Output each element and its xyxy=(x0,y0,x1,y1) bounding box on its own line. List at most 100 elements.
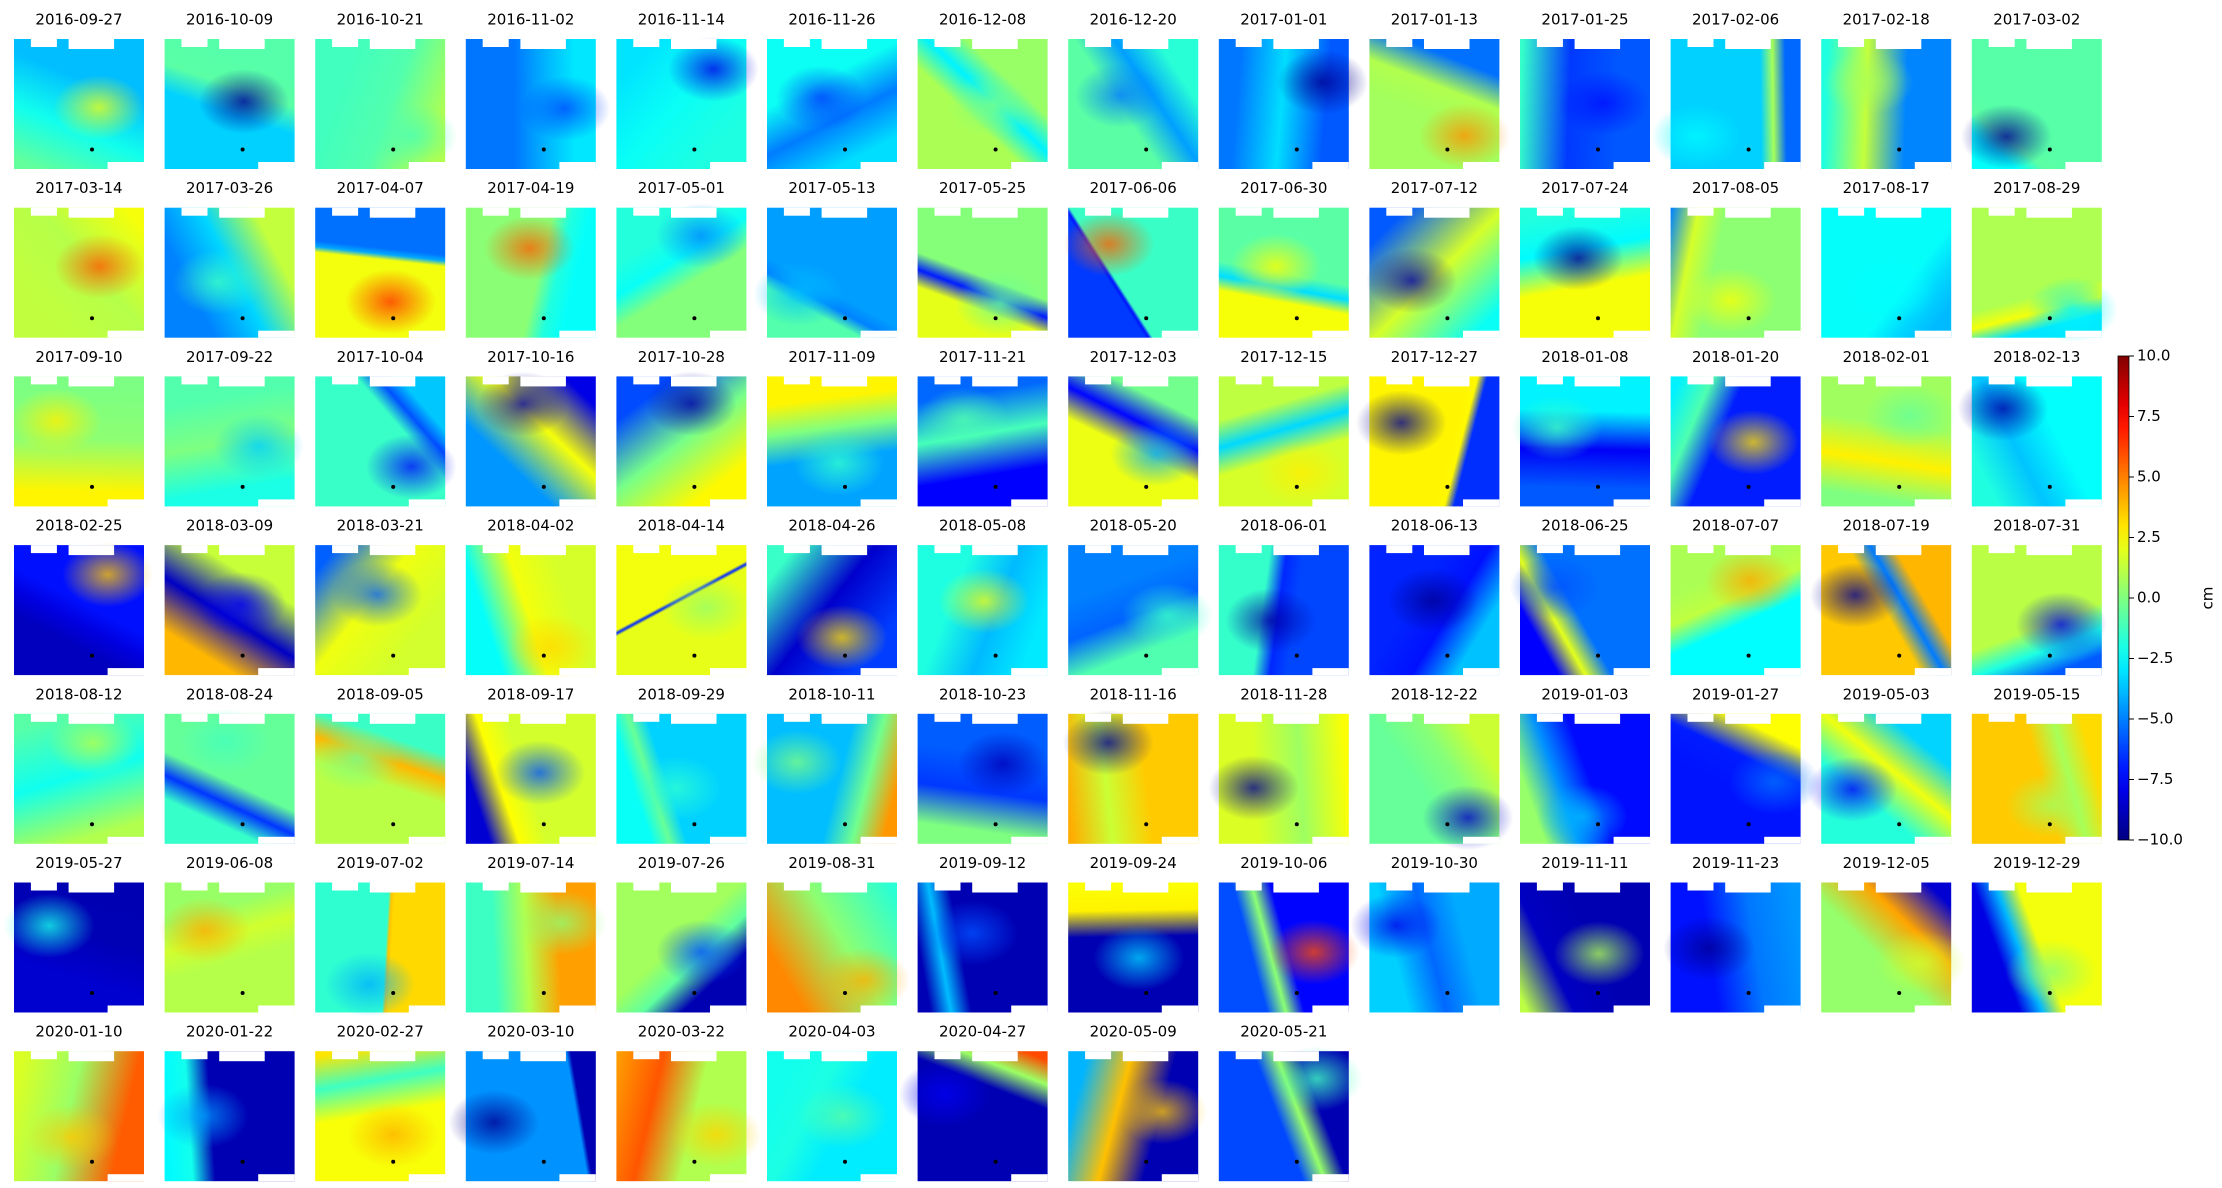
panel-title: 2018-09-05 xyxy=(337,685,424,703)
panel-title: 2017-08-29 xyxy=(1993,179,2080,197)
no-data-area xyxy=(2065,162,2102,169)
no-data-area xyxy=(1613,1005,1650,1013)
reference-point xyxy=(1746,822,1751,827)
map-blob xyxy=(54,233,146,299)
no-data-area xyxy=(934,545,961,554)
map-blob xyxy=(1110,421,1202,487)
map-blob xyxy=(159,897,251,963)
no-data-area xyxy=(559,330,596,338)
no-data-area xyxy=(219,1051,265,1062)
map-blob xyxy=(62,542,154,608)
map-blob xyxy=(1121,582,1213,648)
panel-title: 2017-11-21 xyxy=(939,348,1026,366)
panel-title: 2017-04-07 xyxy=(337,179,424,197)
panel-title: 2017-08-05 xyxy=(1692,179,1779,197)
no-data-area xyxy=(1011,1174,1048,1182)
colorbar-tick-label: 7.5 xyxy=(2137,407,2161,425)
no-data-area xyxy=(1988,39,2015,47)
map-blob xyxy=(947,72,1039,138)
no-data-area xyxy=(1424,713,1470,724)
no-data-area xyxy=(332,39,359,47)
panel-title: 2018-04-02 xyxy=(487,517,574,535)
no-data-area xyxy=(671,882,717,893)
no-data-area xyxy=(1386,39,1413,47)
no-data-area xyxy=(972,207,1018,218)
no-data-area xyxy=(181,1051,208,1060)
no-data-area xyxy=(972,376,1018,387)
no-data-area xyxy=(1161,162,1199,169)
map-blob xyxy=(1704,548,1796,614)
reference-point xyxy=(541,147,546,152)
panel-title: 2019-11-23 xyxy=(1692,854,1779,872)
no-data-area xyxy=(520,713,566,724)
reference-point xyxy=(993,484,998,489)
no-data-area xyxy=(1875,39,1922,49)
no-data-area xyxy=(258,499,295,507)
map-blob xyxy=(1256,440,1348,506)
no-data-area xyxy=(821,545,868,556)
panel-title: 2017-05-25 xyxy=(939,179,1026,197)
no-data-area xyxy=(821,376,868,387)
no-data-area xyxy=(1011,668,1048,676)
no-data-area xyxy=(783,39,810,47)
panel-title: 2019-10-30 xyxy=(1391,854,1478,872)
no-data-area xyxy=(332,713,359,722)
panel-title: 2018-02-01 xyxy=(1843,348,1930,366)
no-data-area xyxy=(1161,499,1199,507)
no-data-area xyxy=(2065,836,2102,844)
no-data-area xyxy=(107,668,144,676)
no-data-area xyxy=(1687,882,1714,891)
panel-title: 2019-07-26 xyxy=(638,854,725,872)
no-data-area xyxy=(1312,836,1349,844)
reference-point xyxy=(1144,316,1149,321)
no-data-area xyxy=(1273,207,1319,218)
reference-point xyxy=(1445,316,1450,321)
panel-title: 2020-01-22 xyxy=(186,1023,273,1041)
panel-title: 2017-08-17 xyxy=(1843,179,1930,197)
no-data-area xyxy=(1122,1051,1169,1062)
map-blob xyxy=(1845,257,1937,323)
map-blob xyxy=(1809,562,1901,628)
reference-point xyxy=(1144,147,1149,152)
map-blob xyxy=(818,947,910,1013)
no-data-area xyxy=(1875,713,1922,724)
reference-point xyxy=(541,822,546,827)
map-blob xyxy=(670,1102,762,1168)
no-data-area xyxy=(1613,668,1650,676)
panel-title: 2017-10-04 xyxy=(337,348,424,366)
no-data-area xyxy=(1838,39,1865,47)
no-data-area xyxy=(559,1005,596,1013)
map-blob xyxy=(796,605,888,671)
reference-point xyxy=(240,484,245,489)
panel-title: 2018-03-21 xyxy=(337,517,424,535)
reference-point xyxy=(1897,316,1902,321)
map-blob xyxy=(483,215,575,281)
reference-point xyxy=(1596,991,1600,995)
panel-title: 2017-02-06 xyxy=(1692,11,1779,29)
colorbar-tick-label: 0.0 xyxy=(2137,589,2161,607)
no-data-area xyxy=(1914,330,1952,338)
reference-point xyxy=(391,1159,396,1164)
panel-title: 2017-12-15 xyxy=(1240,348,1327,366)
panel-title: 2018-12-22 xyxy=(1391,685,1478,703)
no-data-area xyxy=(1725,207,1771,218)
map-blob xyxy=(656,919,748,985)
no-data-area xyxy=(934,376,961,385)
no-data-area xyxy=(1235,1051,1262,1060)
map-blob xyxy=(365,434,457,500)
panel-title: 2019-01-03 xyxy=(1541,685,1628,703)
panel-title: 2018-08-24 xyxy=(186,685,273,703)
no-data-area xyxy=(671,713,717,724)
no-data-area xyxy=(1235,207,1262,216)
no-data-area xyxy=(482,207,509,216)
no-data-area xyxy=(408,668,446,676)
reference-point xyxy=(1897,147,1902,152)
no-data-area xyxy=(972,882,1018,893)
no-data-area xyxy=(1463,1005,1500,1013)
no-data-area xyxy=(783,376,810,385)
colorbar-tick-label: −10.0 xyxy=(2137,831,2183,849)
no-data-area xyxy=(972,545,1018,556)
no-data-area xyxy=(860,836,897,844)
panel-title: 2017-06-06 xyxy=(1090,179,1177,197)
no-data-area xyxy=(860,668,897,676)
